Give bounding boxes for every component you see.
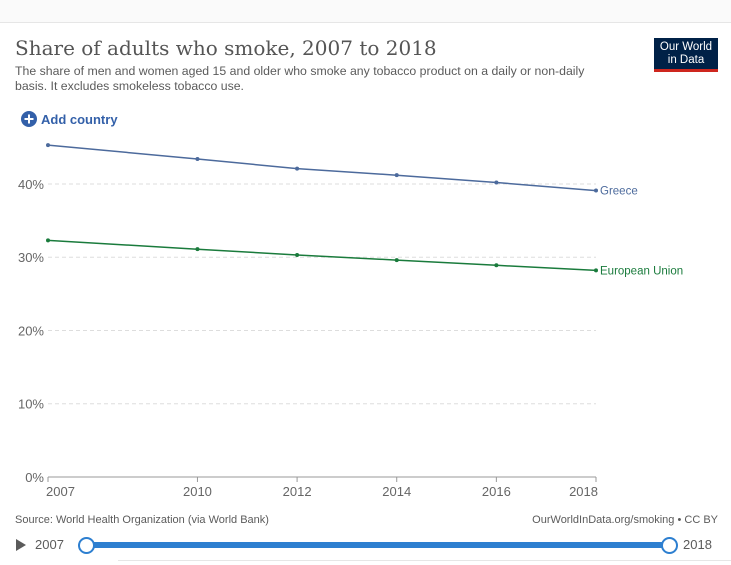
logo-line-1: Our World (659, 41, 713, 53)
x-tick-label: 2018 (569, 484, 598, 499)
x-tick-label: 2007 (46, 484, 75, 499)
y-tick-label: 40% (18, 177, 44, 192)
data-point (195, 157, 200, 162)
series-line (47, 144, 597, 192)
data-point (394, 258, 399, 263)
data-point (46, 143, 50, 148)
data-point (594, 268, 598, 273)
owid-logo[interactable]: Our World in Data (654, 38, 718, 72)
series-line (47, 239, 597, 272)
source-note: Source: World Health Organization (via W… (15, 514, 269, 526)
data-point (394, 173, 399, 178)
y-tick-label: 20% (18, 323, 44, 338)
data-point (295, 166, 300, 171)
add-country-label: Add country (41, 111, 118, 127)
logo-line-2: in Data (667, 53, 705, 66)
timeline-track[interactable] (86, 542, 669, 548)
series-label: Greece (600, 186, 638, 198)
timeline: 2007 2018 (0, 534, 731, 556)
x-tick-label: 2016 (482, 484, 511, 499)
y-tick-label: 0% (25, 470, 44, 485)
series-label: European Union (600, 265, 683, 277)
chart-subtitle: The share of men and women aged 15 and o… (15, 64, 585, 93)
timeline-end-handle[interactable] (661, 537, 678, 554)
x-tick-label: 2014 (382, 484, 411, 499)
timeline-start-year: 2007 (35, 537, 64, 552)
y-tick-label: 30% (18, 250, 44, 265)
line-chart: 0% 10% 20% 30% 40% 2007 2010 2012 2014 2016 2018 Gr… (18, 143, 683, 499)
chart-title: Share of adults who smoke, 2007 to 2018 (15, 36, 437, 60)
bottom-divider (118, 560, 731, 565)
x-tick-label: 2012 (283, 484, 312, 499)
data-point (295, 253, 300, 258)
timeline-end-year: 2018 (683, 537, 712, 552)
data-point (46, 238, 50, 243)
y-tick-label: 10% (18, 397, 44, 412)
play-icon[interactable] (16, 539, 26, 551)
timeline-start-handle[interactable] (78, 537, 95, 554)
add-country-button[interactable]: Add country (21, 111, 118, 127)
data-point (195, 247, 200, 252)
license-link[interactable]: OurWorldInData.org/smoking • CC BY (532, 514, 718, 526)
data-point (494, 263, 499, 268)
data-point (494, 180, 499, 185)
plus-circle-icon (21, 111, 37, 127)
data-point (594, 188, 598, 193)
top-bar (0, 0, 731, 23)
x-tick-label: 2010 (183, 484, 212, 499)
